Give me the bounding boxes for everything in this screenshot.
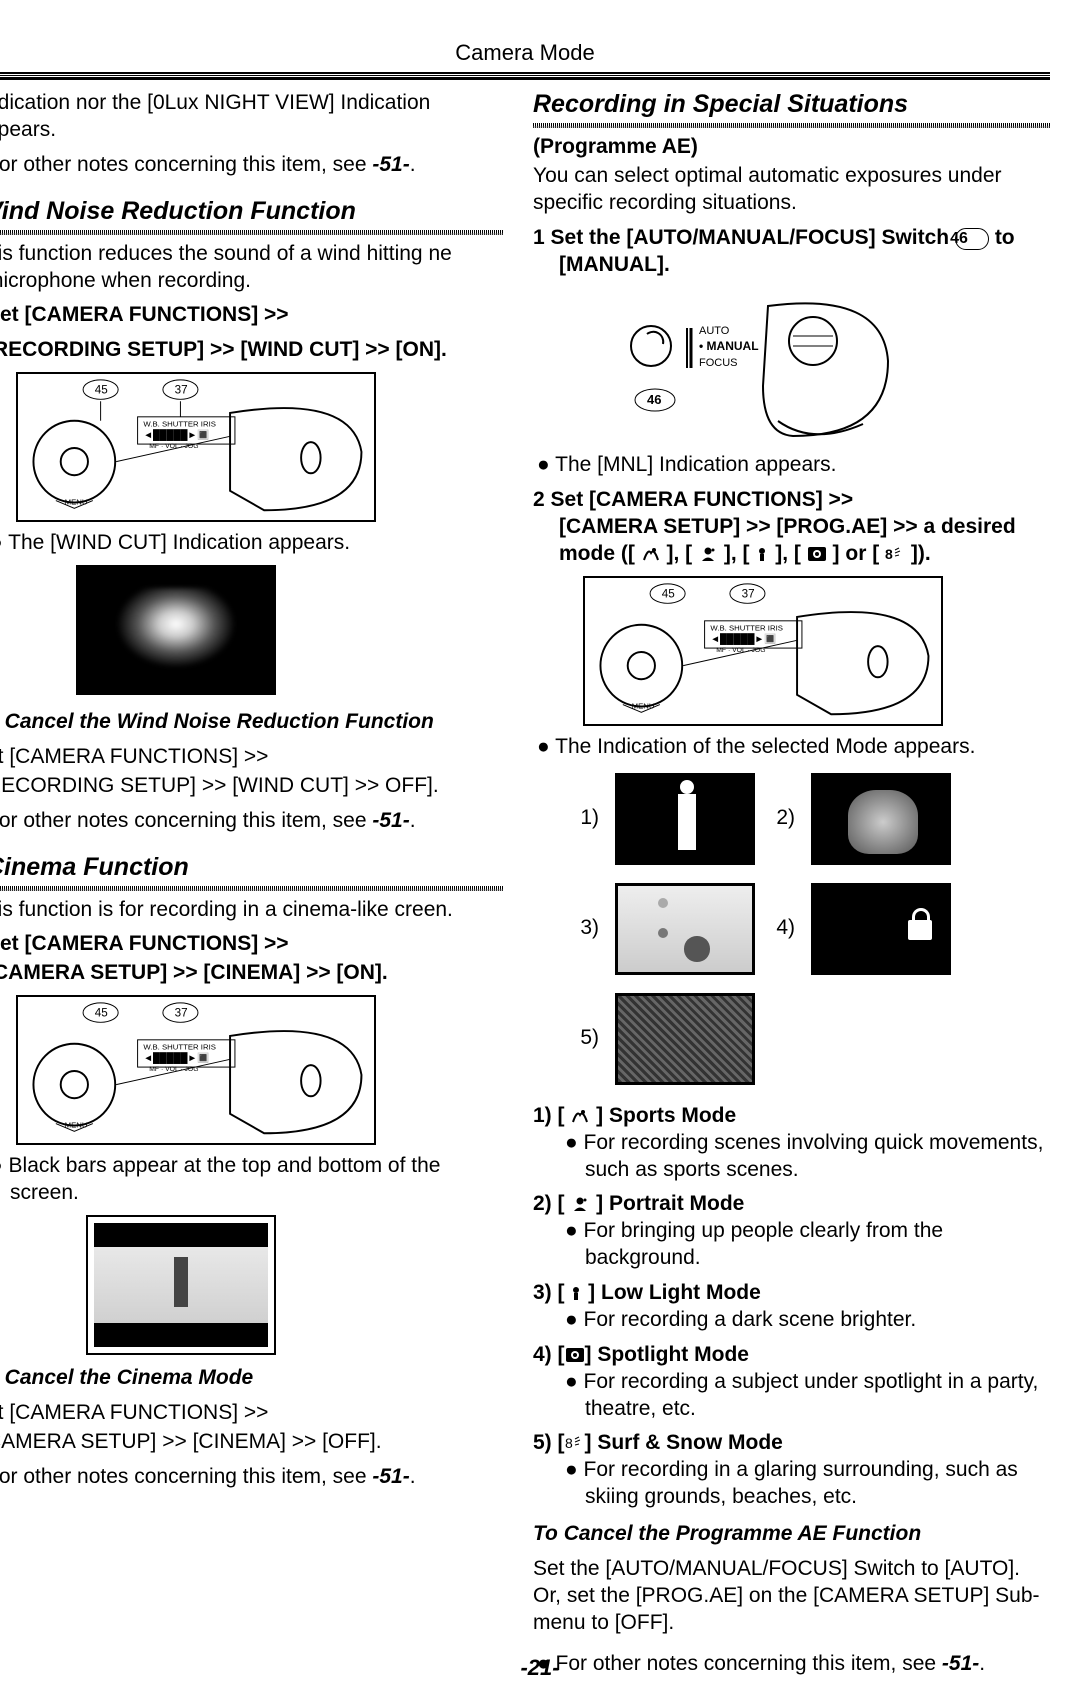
mode-2-body: ● For bringing up people clearly from th… xyxy=(533,1218,1050,1272)
camera-dial-illustration-2: 45 37 MENU W.B. SHUTTER IRIS ◄█████►🔳 MF… xyxy=(16,995,376,1145)
step-2: 2 Set [CAMERA FUNCTIONS] >> [CAMERA SETU… xyxy=(533,487,1050,568)
mode-indication: ● The Indication of the selected Mode ap… xyxy=(533,734,1050,761)
svg-text:37: 37 xyxy=(175,384,188,397)
see-note-2: For other notes concerning this item, se… xyxy=(0,808,503,835)
svg-text:MENU: MENU xyxy=(632,701,655,710)
svg-text:MENU: MENU xyxy=(65,1121,88,1130)
wind-cancel-title: o Cancel the Wind Noise Reduction Functi… xyxy=(0,709,503,736)
section-rule xyxy=(533,123,1050,128)
mode-1-body: ● For recording scenes involving quick m… xyxy=(533,1130,1050,1184)
wind-set-line1: Set [CAMERA FUNCTIONS] >> xyxy=(0,302,503,329)
mode-3-head: 3) [ ] Low Light Mode xyxy=(533,1280,1050,1307)
cinema-indication: ● Black bars appear at the top and botto… xyxy=(0,1153,503,1207)
mode-5-body: ● For recording in a glaring surrounding… xyxy=(533,1457,1050,1511)
thumb-surf xyxy=(615,993,755,1085)
programme-ae: (Programme AE) xyxy=(533,135,698,158)
sports-icon xyxy=(570,1108,590,1124)
svg-text:◄█████►🔳: ◄█████►🔳 xyxy=(143,429,209,441)
mode-3-body: ● For recording a dark scene brighter. xyxy=(533,1307,1050,1334)
mode-2-head: 2) [ ] Portrait Mode xyxy=(533,1191,1050,1218)
wind-cancel-2: RECORDING SETUP] >> [WIND CUT] >> OFF]. xyxy=(0,773,503,800)
lowlight-icon xyxy=(755,546,769,562)
spotlight-icon xyxy=(807,546,827,562)
wind-set-line2: [RECORDING SETUP] >> [WIND CUT] >> [ON]. xyxy=(0,337,503,364)
svg-text:W.B. SHUTTER IRIS: W.B. SHUTTER IRIS xyxy=(143,420,215,429)
svg-text:45: 45 xyxy=(95,384,108,397)
portrait-icon xyxy=(698,546,718,562)
cinema-cancel-title: o Cancel the Cinema Mode xyxy=(0,1365,503,1392)
surf-icon: 8 xyxy=(885,546,905,562)
camera-dial-illustration-3: 45 37 MENU W.B. SHUTTER IRIS ◄█████►🔳 MF… xyxy=(583,576,943,726)
see-note-1: For other notes concerning this item, se… xyxy=(0,152,503,179)
svg-text:FOCUS: FOCUS xyxy=(699,357,738,369)
wind-cancel-1: et [CAMERA FUNCTIONS] >> xyxy=(0,744,503,771)
portrait-icon xyxy=(570,1196,590,1212)
svg-text:◄█████►🔳: ◄█████►🔳 xyxy=(143,1052,209,1064)
cinema-cancel-1: et [CAMERA FUNCTIONS] >> xyxy=(0,1400,503,1427)
two-column-layout: ndication nor the [0Lux NIGHT VIEW] Indi… xyxy=(0,88,1050,1685)
svg-text:W.B. SHUTTER IRIS: W.B. SHUTTER IRIS xyxy=(710,623,782,632)
page-header: Camera Mode xyxy=(0,40,1050,66)
surf-icon: 8 xyxy=(565,1435,585,1451)
svg-text:W.B. SHUTTER IRIS: W.B. SHUTTER IRIS xyxy=(143,1043,215,1052)
cinema-cancel-2: CAMERA SETUP] >> [CINEMA] >> [OFF]. xyxy=(0,1429,503,1456)
wind-cut-photo xyxy=(76,565,276,695)
thumb-spotlight xyxy=(811,883,951,975)
thumb-lowlight xyxy=(615,883,755,975)
switch-illustration: AUTO • MANUAL FOCUS 46 xyxy=(613,286,893,446)
cinema-title: Cinema Function xyxy=(0,851,503,883)
ref-46: 46 xyxy=(955,228,989,250)
left-column: ndication nor the [0Lux NIGHT VIEW] Indi… xyxy=(0,88,503,1685)
mnl-indication: ● The [MNL] Indication appears. xyxy=(533,452,1050,479)
cancel-ae-title: To Cancel the Programme AE Function xyxy=(533,1521,1050,1548)
wind-body: his function reduces the sound of a wind… xyxy=(0,241,503,295)
thumb-sports xyxy=(615,773,755,865)
header-rule xyxy=(0,72,1050,80)
svg-text:AUTO: AUTO xyxy=(699,325,730,337)
svg-text:46: 46 xyxy=(647,392,661,407)
svg-text:8: 8 xyxy=(565,1435,573,1451)
svg-text:37: 37 xyxy=(175,1007,188,1020)
wind-indication: ● The [WIND CUT] Indication appears. xyxy=(0,530,503,557)
svg-text:8: 8 xyxy=(885,546,893,562)
page-number: -21- xyxy=(0,1655,1080,1681)
svg-text:• MANUAL: • MANUAL xyxy=(699,339,759,353)
svg-text:◄█████►🔳: ◄█████►🔳 xyxy=(710,633,776,645)
svg-text:37: 37 xyxy=(742,587,755,600)
svg-text:45: 45 xyxy=(95,1007,108,1020)
mode-4-head: 4) [] Spotlight Mode xyxy=(533,1342,1050,1369)
right-column: Recording in Special Situations (Program… xyxy=(533,88,1050,1685)
step-1: 1 Set the [AUTO/MANUAL/FOCUS] Switch 46 … xyxy=(533,225,1050,279)
mode-4-body: ● For recording a subject under spotligh… xyxy=(533,1369,1050,1423)
mode-1-head: 1) [ ] Sports Mode xyxy=(533,1103,1050,1130)
mode-descriptions: 1) [ ] Sports Mode ● For recording scene… xyxy=(533,1103,1050,1511)
programme-ae-body: You can select optimal automatic exposur… xyxy=(533,163,1050,217)
section-rule xyxy=(0,886,503,891)
sports-icon xyxy=(641,546,661,562)
thumb-portrait xyxy=(811,773,951,865)
cinema-photo xyxy=(86,1215,276,1355)
spotlight-icon xyxy=(565,1347,585,1363)
cinema-set-1: Set [CAMERA FUNCTIONS] >> xyxy=(0,931,503,958)
svg-text:45: 45 xyxy=(662,587,675,600)
intro-text: ndication nor the [0Lux NIGHT VIEW] Indi… xyxy=(0,90,503,144)
recording-title: Recording in Special Situations xyxy=(533,88,1050,120)
wind-noise-title: Vind Noise Reduction Function xyxy=(0,195,503,227)
svg-text:MENU: MENU xyxy=(65,498,88,507)
mode-5-head: 5) [8] Surf & Snow Mode xyxy=(533,1430,1050,1457)
see-note-3: For other notes concerning this item, se… xyxy=(0,1464,503,1491)
cinema-set-2: [CAMERA SETUP] >> [CINEMA] >> [ON]. xyxy=(0,960,503,987)
mode-thumbnails: 1) 2) 3) 4) 5) xyxy=(573,769,1050,1089)
cinema-body: his function is for recording in a cinem… xyxy=(0,897,503,924)
lowlight-icon xyxy=(570,1285,582,1301)
camera-dial-illustration: 45 37 MENU W.B. SHUTTER IRIS ◄█████►🔳 MF… xyxy=(16,372,376,522)
section-rule xyxy=(0,230,503,235)
cancel-ae-body: Set the [AUTO/MANUAL/FOCUS] Switch to [A… xyxy=(533,1556,1050,1637)
